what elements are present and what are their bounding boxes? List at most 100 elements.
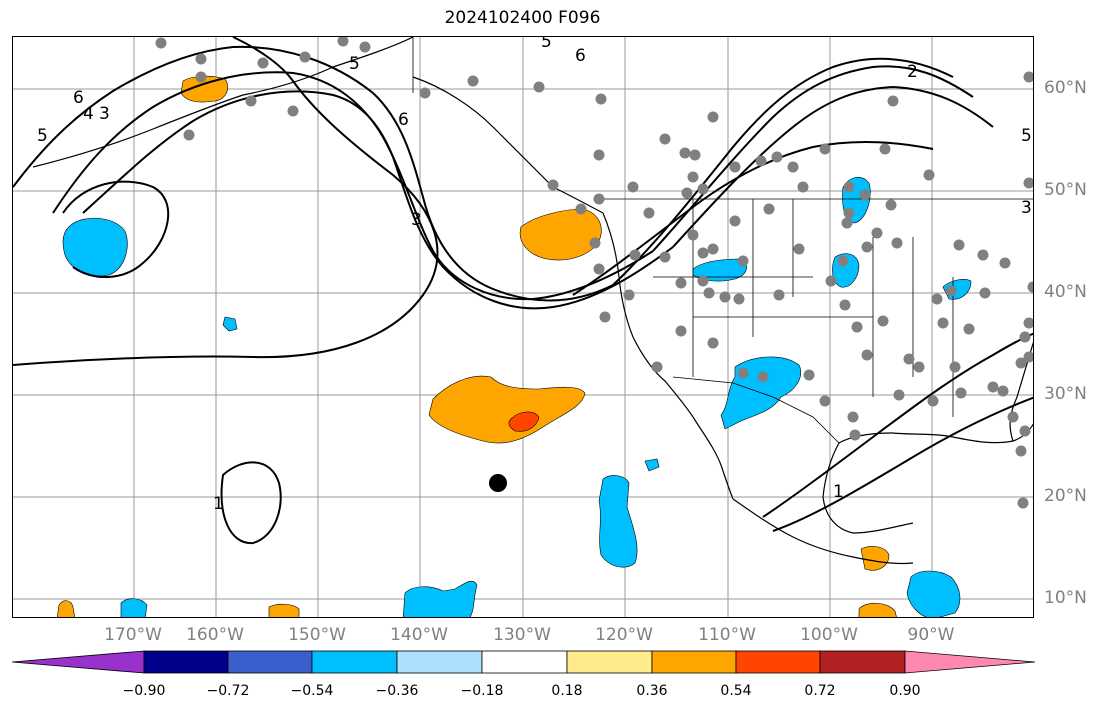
station-dot [1023,317,1033,329]
station-dot [195,71,207,83]
contour-line-hawaii [220,461,282,545]
station-markers [155,37,1033,509]
contour-label: 2 [907,62,918,82]
station-dot [999,257,1011,269]
station-dot [729,161,741,173]
colorbar-tick-label: 0.72 [804,683,836,699]
station-dot [843,181,855,193]
map-canvas: 5 6 4 3 5 6 3 5 6 1 1 2 3 5 [13,37,1033,617]
station-dot [359,41,371,53]
colorbar-segment [819,650,906,674]
station-dot [1019,331,1031,343]
station-dot [877,315,889,327]
station-dot [847,411,859,423]
station-dot [703,287,715,299]
station-dot [729,215,741,227]
station-dot [629,249,641,261]
station-dot [599,311,611,323]
contour-label: 4 [83,104,94,124]
station-dot [155,37,167,49]
station-dot [737,255,749,267]
station-dot [707,111,719,123]
blue-area-south-130w [402,580,478,617]
strong-positive-anomaly-areas [508,411,540,432]
station-dot [849,429,861,441]
station-dot [953,239,965,251]
latitude-label: 40°N [1044,282,1087,302]
station-dot [793,243,805,255]
orange-area-south-175w [56,600,75,617]
longitude-label: 110°W [698,625,756,645]
colorbar-tick-label: −0.72 [206,683,250,699]
blue-area-caribbean [906,570,961,617]
colorbar-tick-label: −0.90 [122,683,166,699]
station-dot [707,243,719,255]
orange-area-offshore-pnw [519,208,602,261]
contour-line-1-south-inner [772,396,1033,532]
station-dot [979,287,991,299]
station-dot [1015,445,1027,457]
alaska-panhandle-coast [412,76,604,214]
station-dot [675,325,687,337]
colorbar-segment [396,650,483,674]
red-area-subtropical [508,411,540,432]
station-dot [803,369,815,381]
orange-area-mexico-coast [860,546,890,571]
station-dot [927,395,939,407]
colorbar-tick-label: −0.36 [375,683,419,699]
station-dot [651,361,663,373]
station-dot [955,387,967,399]
station-dot [687,229,699,241]
station-dot [575,203,587,215]
longitude-label: 140°W [390,625,448,645]
station-dot [299,51,311,63]
station-dot [697,183,709,195]
station-dot [755,155,767,167]
colorbar-segment [904,650,1036,674]
station-dot [773,289,785,301]
station-dot [697,275,709,287]
station-dot [623,289,635,301]
station-dot [997,385,1009,397]
latitude-label: 30°N [1044,384,1087,404]
station-dot [977,249,989,261]
station-dot [851,321,863,333]
colorbar-segment [481,650,568,674]
station-dot [287,105,299,117]
station-dot [547,179,559,191]
station-dot [871,227,883,239]
orange-area-south-90w [858,602,897,617]
contour-label: 5 [349,54,360,74]
station-dot [707,337,719,349]
longitude-label: 170°W [104,625,162,645]
station-dot [589,237,601,249]
station-dot [659,251,671,263]
latitude-label: 20°N [1044,486,1087,506]
station-dot [945,285,957,297]
colorbar-segment [651,650,737,674]
positive-anomaly-areas [56,75,897,617]
baja-coast [692,416,734,500]
station-dot [787,161,799,173]
longitude-label: 150°W [288,625,346,645]
station-dot [1007,411,1019,423]
station-dot [675,277,687,289]
colorbar-tick-label: 0.36 [636,683,668,699]
colorbar-tick-label: −0.54 [290,683,334,699]
contour-line-east-3 [672,85,994,248]
station-dot [843,207,855,219]
station-dot [643,207,655,219]
station-dot [923,169,935,181]
station-dot [1027,281,1033,293]
longitude-label: 100°W [800,625,858,645]
contour-label: 5 [1021,126,1032,146]
station-dot [893,389,905,401]
station-dot [1017,497,1029,509]
contour-label: 6 [73,88,84,108]
contour-label: 6 [575,46,586,66]
state-lines [653,199,954,417]
station-dot [891,237,903,249]
blue-area-islet [222,316,238,332]
colorbar-tick-label: 0.18 [551,683,583,699]
latitude-label: 60°N [1044,78,1087,98]
